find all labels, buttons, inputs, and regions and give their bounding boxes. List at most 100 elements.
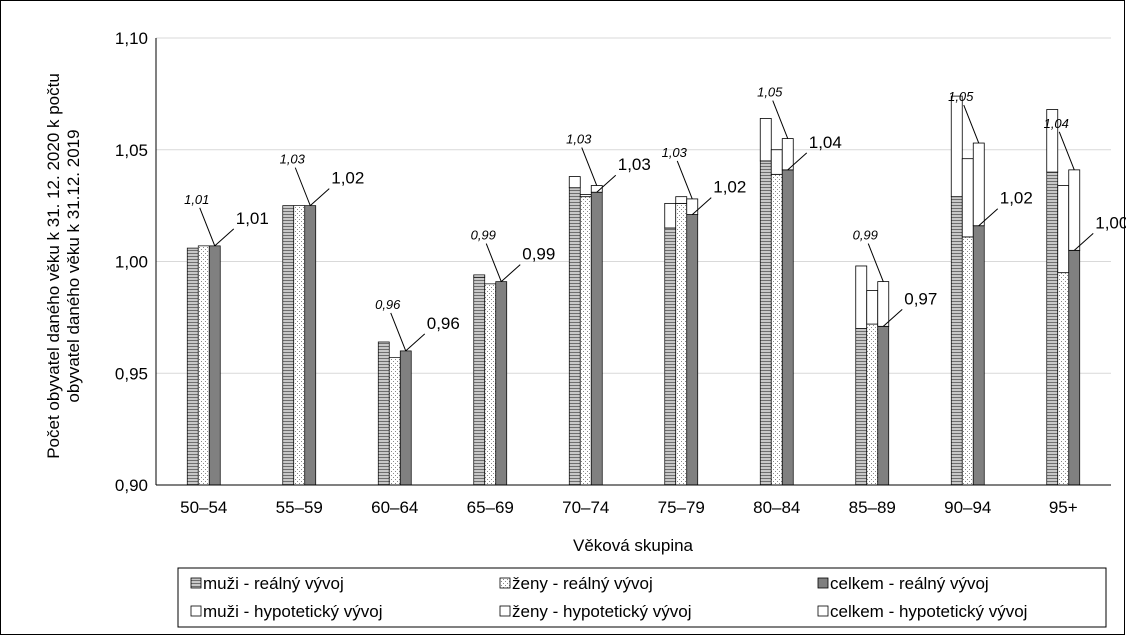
- bar-muži-hypothetical: [1046, 109, 1059, 173]
- bar-ženy-hypothetical: [1057, 185, 1070, 274]
- bar-ženy-hypothetical: [866, 290, 879, 325]
- label-leader-hypothetical: [485, 243, 502, 282]
- bars: [186, 95, 1081, 486]
- label-leader-real: [691, 197, 712, 215]
- bar-muži-real: [1046, 171, 1059, 486]
- label-leader-real: [978, 208, 999, 227]
- label-leader-real: [405, 333, 426, 352]
- label-leader-hypothetical: [581, 147, 598, 186]
- data-label-hypothetical: 0,96: [375, 297, 401, 312]
- data-label-hypothetical: 1,05: [948, 89, 974, 104]
- label-leader-hypothetical: [1058, 131, 1075, 171]
- bar-ženy-hypothetical: [961, 158, 974, 238]
- label-leader-real: [882, 308, 903, 327]
- bar-muži-hypothetical: [759, 118, 772, 162]
- bar-muži-real: [377, 341, 390, 486]
- x-tick-label: 95+: [1049, 498, 1078, 517]
- legend-label: muži - hypotetický vývoj: [203, 602, 383, 621]
- bar-muži-hypothetical: [664, 202, 677, 229]
- y-axis-title-line-2: obyvatel daného věku k 31.12. 2019: [64, 129, 83, 402]
- bar-ženy-real: [675, 203, 688, 486]
- bar-ženy-hypothetical: [579, 194, 592, 198]
- data-label-real: 1,02: [331, 169, 364, 188]
- bar-celkem-real: [972, 225, 985, 486]
- label-leader-real: [1073, 232, 1094, 251]
- bar-celkem-hypothetical: [686, 198, 699, 215]
- bar-celkem-hypothetical: [781, 138, 794, 171]
- bar-celkem-hypothetical: [1068, 169, 1081, 251]
- bar-muži-real: [759, 160, 772, 486]
- label-leader-hypothetical: [294, 167, 311, 206]
- data-label-real: 1,02: [1000, 189, 1033, 208]
- label-leader-hypothetical: [390, 312, 407, 352]
- label-leader-real: [787, 152, 808, 171]
- label-leader-hypothetical: [199, 207, 216, 247]
- legend-box: [177, 567, 1107, 628]
- data-label-real: 1,03: [618, 155, 651, 174]
- legend-label: ženy - hypotetický vývoj: [512, 602, 692, 621]
- bar-ženy-real: [293, 205, 306, 486]
- label-leader-hypothetical: [963, 104, 980, 144]
- data-label-hypothetical: 0,99: [853, 228, 878, 243]
- bar-ženy-real: [388, 357, 401, 486]
- data-label-real: 1,02: [713, 178, 746, 197]
- bar-ženy-real: [579, 196, 592, 486]
- label-leader-real: [214, 228, 235, 247]
- data-label-hypothetical: 1,03: [566, 132, 592, 147]
- y-axis-title-line-1: Počet obyvatel daného věku k 31. 12. 202…: [44, 73, 63, 459]
- bar-muži-real: [855, 328, 868, 486]
- y-axis: 0,90 0,95 1,00 1,05 1,10: [115, 29, 157, 495]
- data-label-real: 1,00: [1095, 213, 1126, 232]
- x-tick-label: 60–64: [371, 498, 418, 517]
- bar-ženy-real: [484, 283, 497, 486]
- label-leader-hypothetical: [867, 243, 884, 282]
- bar-celkem-real: [399, 350, 412, 486]
- x-tick-label: 50–54: [180, 498, 227, 517]
- bar-muži-real: [664, 227, 677, 486]
- legend-swatch: [817, 605, 829, 617]
- bar-muži-real: [950, 196, 963, 486]
- legend-swatch: [190, 577, 202, 589]
- y-tick-label: 1,00: [115, 253, 148, 272]
- legend-swatch: [817, 577, 829, 589]
- y-tick-label: 1,05: [115, 141, 148, 160]
- data-label-hypothetical: 1,03: [662, 145, 688, 160]
- bar-ženy-real: [1057, 272, 1070, 486]
- bar-ženy-real: [866, 323, 879, 486]
- bar-celkem-real: [686, 214, 699, 486]
- x-tick-label: 70–74: [562, 498, 609, 517]
- y-tick-label: 1,10: [115, 29, 148, 48]
- legend-label: celkem - reálný vývoj: [830, 574, 989, 593]
- legend-label: muži - reálný vývoj: [203, 574, 344, 593]
- data-label-real: 1,04: [809, 133, 842, 152]
- bar-celkem-real: [877, 325, 890, 486]
- x-tick-label: 75–79: [658, 498, 705, 517]
- bar-celkem-hypothetical: [877, 281, 890, 327]
- x-tick-label: 55–59: [276, 498, 323, 517]
- data-label-hypothetical: 1,03: [280, 152, 306, 167]
- data-label-hypothetical: 1,05: [757, 85, 783, 100]
- bar-ženy-real: [770, 173, 783, 486]
- data-label-hypothetical: 1,01: [184, 192, 209, 207]
- bar-muži-hypothetical: [950, 95, 963, 198]
- x-axis: 50–54 55–59 60–64 65–69 70–74 75–79 80–84 85–89…: [156, 484, 1111, 517]
- bar-celkem-real: [208, 245, 221, 486]
- data-label-real: 0,96: [427, 314, 460, 333]
- label-leader-real: [500, 264, 521, 282]
- legend-label: ženy - reálný vývoj: [512, 574, 653, 593]
- bar-celkem-real: [495, 281, 508, 486]
- bar-muži-real: [473, 276, 486, 486]
- bar-celkem-real: [1068, 249, 1081, 486]
- bar-muži-real: [186, 247, 199, 486]
- x-tick-label: 85–89: [849, 498, 896, 517]
- x-tick-label: 80–84: [753, 498, 800, 517]
- y-tick-label: 0,95: [115, 364, 148, 383]
- legend-swatch: [499, 577, 511, 589]
- bar-ženy-real: [197, 245, 210, 486]
- data-label-hypothetical: 0,99: [471, 228, 496, 243]
- data-labels: 1,01 1,01 1,02 1,03 0,96 0,96 0,99 0,99 1,03 1,03…: [184, 85, 1127, 352]
- label-leader-hypothetical: [676, 160, 693, 200]
- bar-ženy-hypothetical: [675, 196, 688, 204]
